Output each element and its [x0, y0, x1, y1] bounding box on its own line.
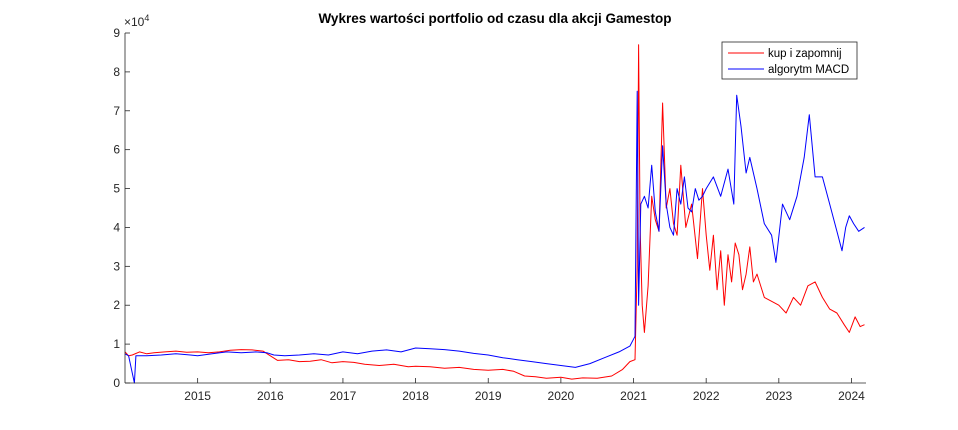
chart-title: Wykres wartości portfolio od czasu dla a…: [318, 11, 671, 26]
x-tick-label: 2022: [693, 389, 720, 403]
legend-label-algorytm-macd: algorytm MACD: [768, 64, 849, 76]
y-tick-label: 0: [113, 376, 120, 390]
legend-box: [721, 41, 858, 80]
x-tick-label: 2021: [620, 389, 647, 403]
x-tick-label: 2017: [330, 389, 357, 403]
y-tick-label: 6: [113, 143, 120, 157]
series-layer: [124, 44, 865, 384]
legend: kup i zapomnij algorytm MACD: [721, 41, 858, 80]
x-tick-label: 2015: [184, 389, 211, 403]
x-tick-label: 2023: [765, 389, 792, 403]
axes-layer: 2015 2016 2017 2018 2019 2020 2021 2022 2023 2024…: [113, 26, 866, 403]
y-tick-label: 7: [113, 104, 120, 118]
series-line-algorytm-macd: [124, 90, 865, 384]
y-tick-label: 4: [113, 220, 120, 234]
y-exponent-label: ×104: [124, 13, 149, 29]
y-exponent-base: ×10: [124, 15, 145, 29]
legend-label-kup-i-zapomnij: kup i zapomnij: [768, 48, 842, 60]
y-tick-label: 8: [113, 65, 120, 79]
y-tick-label: 2: [113, 298, 120, 312]
plot-background: [125, 33, 866, 383]
y-tick-label: 9: [113, 26, 120, 40]
x-tick-label: 2020: [548, 389, 575, 403]
y-tick-label: 3: [113, 259, 120, 273]
x-tick-label: 2016: [257, 389, 284, 403]
plot-area: [125, 33, 866, 383]
y-tick-label: 1: [113, 337, 120, 351]
y-tick-label: 5: [113, 182, 120, 196]
y-exponent-power: 4: [144, 13, 149, 23]
x-tick-label: 2018: [402, 389, 429, 403]
x-tick-label: 2024: [838, 389, 865, 403]
x-tick-label: 2019: [475, 389, 502, 403]
